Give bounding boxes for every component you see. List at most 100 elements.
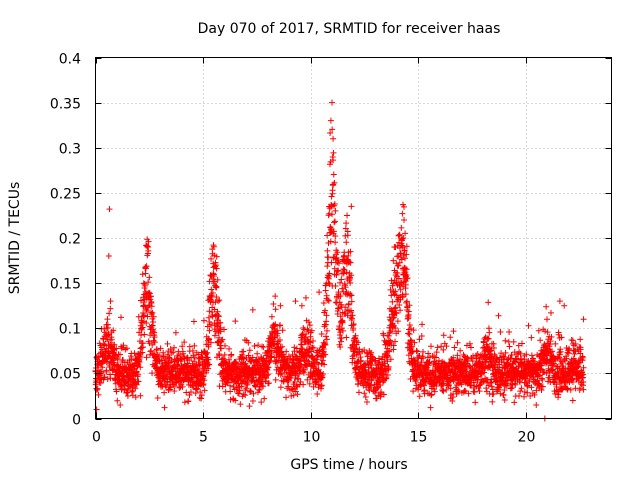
data-point [456,380,463,387]
data-point [322,307,329,314]
data-point [206,308,213,315]
data-point [174,352,181,359]
data-point [392,309,399,316]
y-tick-label: 0.2 [59,232,81,248]
data-point [339,285,346,292]
data-point [270,301,277,308]
data-point [230,383,237,390]
data-point [181,399,188,406]
data-point [308,327,315,334]
data-point [328,211,335,218]
data-point [361,390,368,397]
data-point [523,351,530,358]
data-point [149,309,156,316]
data-point [419,321,426,328]
data-point [385,363,392,370]
y-tick-label: 0 [72,413,81,429]
data-point [346,258,353,265]
data-point [227,382,234,389]
data-point [327,117,334,124]
data-point [338,338,345,345]
data-point [396,232,403,239]
data-series-srmtid [92,99,587,422]
data-point [213,265,220,272]
data-point [557,348,564,355]
data-point [217,324,224,331]
data-point [258,399,265,406]
data-point [247,387,254,394]
data-point [232,358,239,365]
data-point [206,361,213,368]
data-point [499,369,506,376]
data-point [428,391,435,398]
data-point [157,345,164,352]
data-point [425,359,432,366]
data-point [171,383,178,390]
data-point [391,244,398,251]
data-point [211,332,218,339]
data-point [387,286,394,293]
data-point [338,335,345,342]
data-point [411,339,418,346]
data-point [293,345,300,352]
data-point [290,392,297,399]
data-point [332,282,339,289]
data-point [547,338,554,345]
data-point [148,347,155,354]
data-point [361,361,368,368]
data-point [464,368,471,375]
data-point [447,385,454,392]
data-point [331,218,338,225]
data-point [213,253,220,260]
data-point [332,232,339,239]
data-point [467,344,474,351]
data-point [249,306,256,313]
data-point [408,343,415,350]
data-point [502,337,509,344]
data-point [323,327,330,334]
data-point [396,259,403,266]
data-point [538,375,545,382]
data-point [398,224,405,231]
data-point [336,299,343,306]
data-point [410,327,417,334]
data-point [488,383,495,390]
data-point [142,282,149,289]
data-point [435,357,442,364]
data-point [300,369,307,376]
data-point [348,203,355,210]
data-point [363,399,370,406]
data-point [139,344,146,351]
data-point [277,302,284,309]
data-point [447,334,454,341]
data-point [207,339,214,346]
data-point [161,389,168,396]
data-point [556,351,563,358]
data-point [264,367,271,374]
data-point [433,349,440,356]
data-point [118,345,125,352]
data-point [367,382,374,389]
data-point [348,292,355,299]
data-point [150,328,157,335]
data-point [322,287,329,294]
data-point [292,372,299,379]
data-point [219,336,226,343]
data-point [272,376,279,383]
data-point [180,350,187,357]
data-point [181,339,188,346]
data-point [246,347,253,354]
data-point [325,254,332,261]
data-point [369,354,376,361]
data-point [214,276,221,283]
data-point [386,337,393,344]
data-point [328,193,335,200]
data-point [218,345,225,352]
data-point [137,392,144,399]
data-point [123,390,130,397]
data-point [449,397,456,404]
data-point [176,352,183,359]
data-point [521,356,528,363]
data-point [291,379,298,386]
